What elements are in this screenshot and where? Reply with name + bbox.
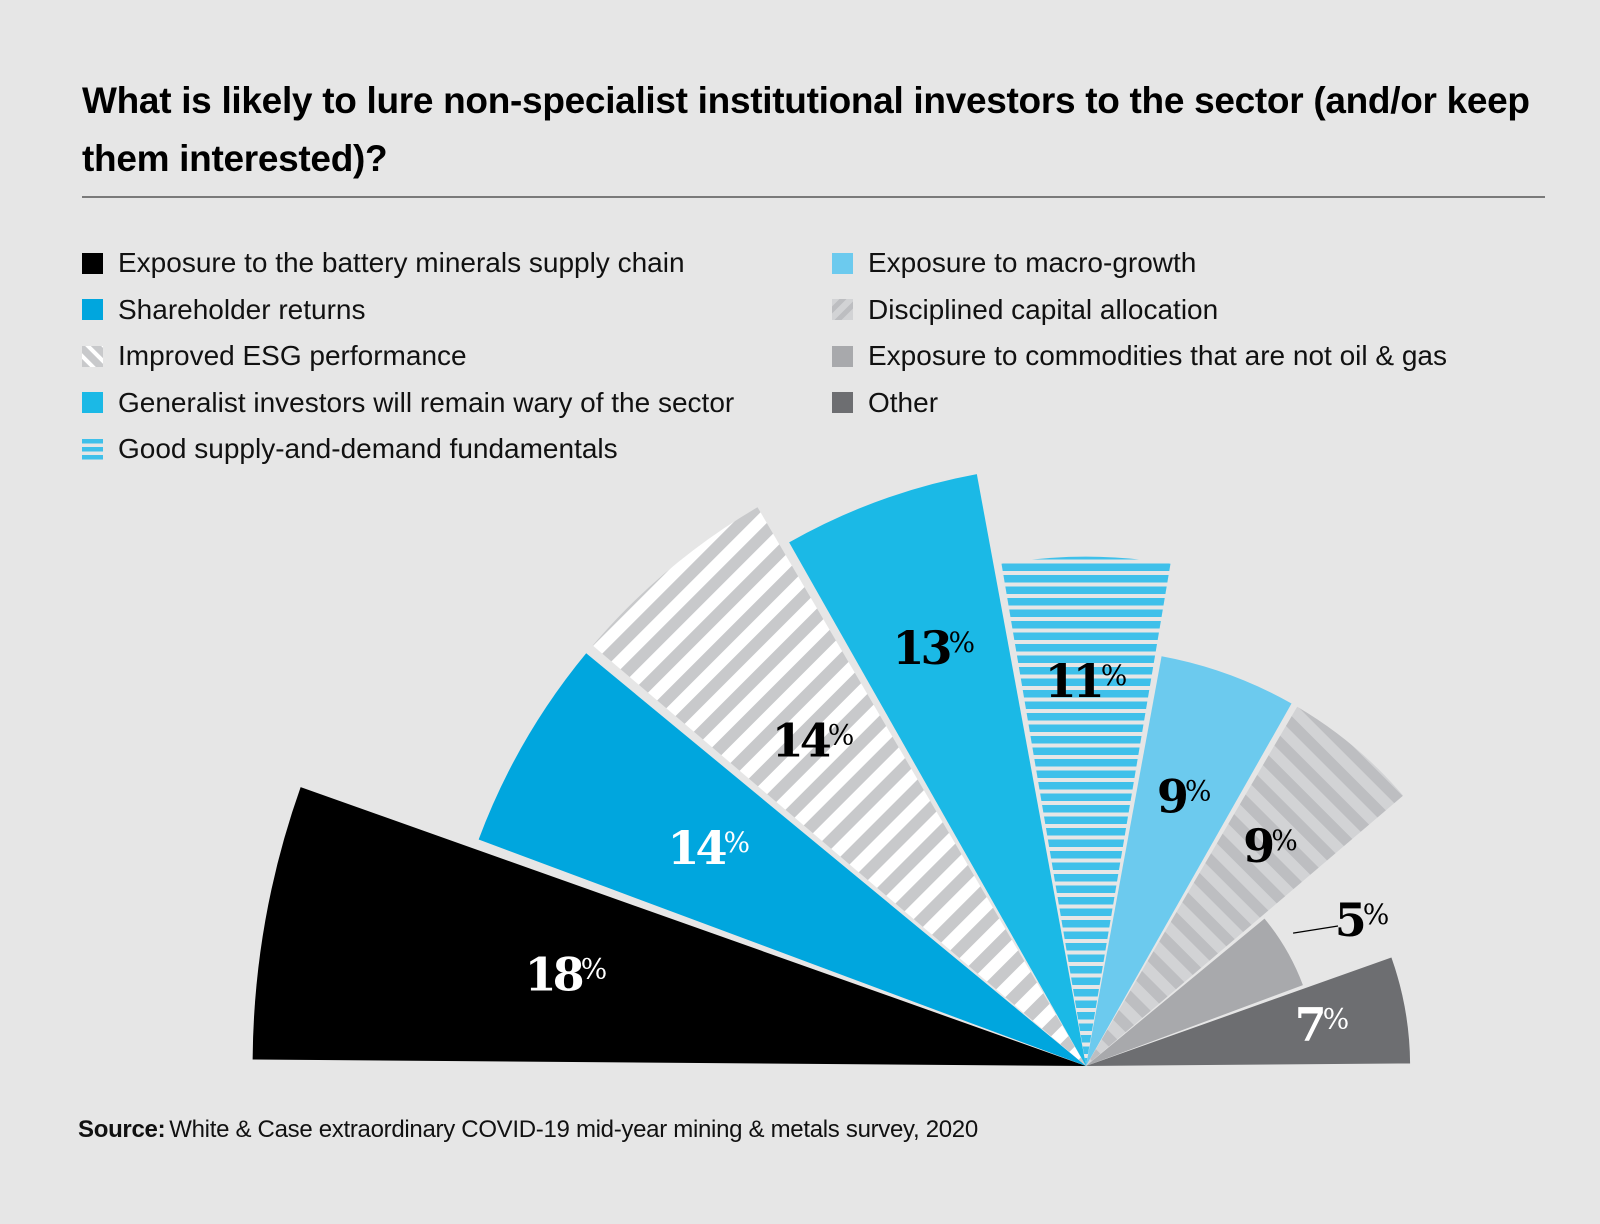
chart-wedges <box>252 474 1411 1067</box>
legend-label: Shareholder returns <box>118 293 366 325</box>
data-label-generalist: 13% <box>893 621 976 675</box>
legend-label: Exposure to the battery minerals supply … <box>118 247 685 279</box>
legend-item-esg: Improved ESG performance <box>82 333 734 380</box>
legend-right: Exposure to macro-growth Disciplined cap… <box>832 240 1447 426</box>
legend-label: Other <box>868 386 939 418</box>
wedge-commodities <box>1086 918 1303 1066</box>
swatch-macro-icon <box>832 252 853 274</box>
wedge-other <box>1086 957 1411 1066</box>
legend-item-commodities: Exposure to commodities that are not oil… <box>832 333 1447 380</box>
data-label-macro: 9% <box>1157 769 1212 823</box>
wedge-macro <box>1086 656 1292 1066</box>
data-label-battery: 18% <box>525 947 608 1001</box>
wedge-battery <box>252 787 1086 1066</box>
legend-item-disciplined: Disciplined capital allocation <box>832 287 1447 334</box>
legend-left: Exposure to the battery minerals supply … <box>82 240 734 473</box>
swatch-disciplined-icon <box>832 299 853 321</box>
legend-label: Exposure to macro-growth <box>868 247 1197 279</box>
source-label: Source: <box>78 1116 166 1143</box>
legend-item-generalist: Generalist investors will remain wary of… <box>82 380 734 427</box>
source-note: Source: White & Case extraordinary COVID-… <box>78 1116 978 1144</box>
wedge-esg <box>592 507 1086 1067</box>
chart-data-labels: 18%14%14%13%11%9%9%5%7% <box>525 621 1390 1051</box>
data-label-supply: 11% <box>1045 654 1128 708</box>
swatch-shareholder-icon <box>82 299 103 321</box>
legend-label: Generalist investors will remain wary of… <box>118 386 735 418</box>
legend-item-shareholder: Shareholder returns <box>82 287 734 334</box>
legend-item-macro: Exposure to macro-growth <box>832 240 1447 287</box>
legend-item-battery: Exposure to the battery minerals supply … <box>82 240 734 287</box>
data-label-esg: 14% <box>772 714 855 768</box>
data-label-commodities: 5% <box>1335 893 1390 947</box>
title-divider <box>82 196 1545 198</box>
legend-label: Good supply-and-demand fundamentals <box>118 433 618 465</box>
data-label-shareholder: 14% <box>667 821 750 875</box>
data-label-other: 7% <box>1295 997 1350 1051</box>
swatch-commodities-icon <box>832 345 853 367</box>
swatch-generalist-icon <box>82 392 103 414</box>
legend-label: Disciplined capital allocation <box>868 293 1219 325</box>
wedge-shareholder <box>478 653 1086 1066</box>
wedge-supply <box>1001 556 1171 1066</box>
legend-label: Exposure to commodities that are not oil… <box>868 340 1447 372</box>
swatch-supply-icon <box>82 438 103 460</box>
wedge-disciplined <box>1086 706 1404 1066</box>
leader-line-commodities <box>1293 925 1339 934</box>
legend-item-other: Other <box>832 380 1447 427</box>
source-text: White & Case extraordinary COVID-19 mid-… <box>169 1116 978 1143</box>
swatch-esg-icon <box>82 345 103 367</box>
wedge-generalist <box>789 474 1086 1066</box>
swatch-other-icon <box>832 392 853 414</box>
swatch-battery-icon <box>82 252 103 274</box>
legend-item-supply: Good supply-and-demand fundamentals <box>82 426 734 473</box>
legend-label: Improved ESG performance <box>118 340 467 372</box>
chart-title: What is likely to lure non-specialist in… <box>82 80 1530 179</box>
